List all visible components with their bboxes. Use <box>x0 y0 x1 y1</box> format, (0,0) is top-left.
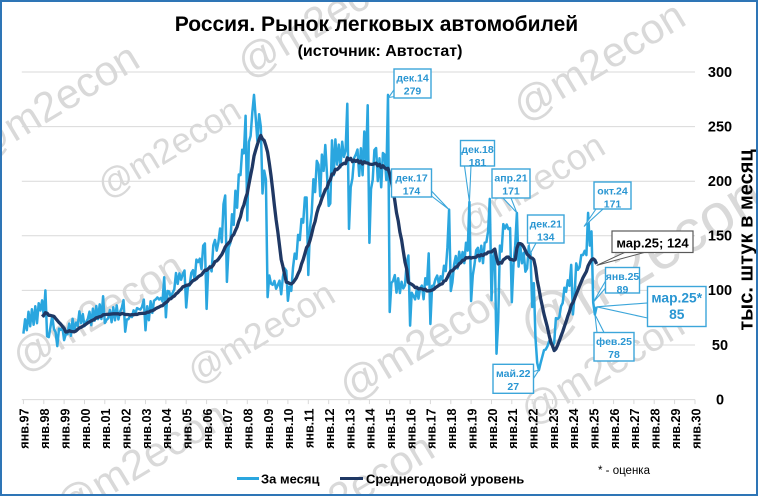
svg-text:дек.14: дек.14 <box>396 73 429 85</box>
svg-text:янв.10: янв.10 <box>282 409 296 449</box>
svg-text:174: 174 <box>403 186 421 198</box>
svg-text:янв.28: янв.28 <box>648 409 662 449</box>
svg-text:За месяц: За месяц <box>261 472 319 487</box>
svg-text:апр.21: апр.21 <box>494 173 527 185</box>
svg-text:дек.18: дек.18 <box>461 144 494 156</box>
svg-text:300: 300 <box>708 65 732 81</box>
svg-text:Россия. Рынок легковых автомоб: Россия. Рынок легковых автомобилей <box>175 13 578 36</box>
svg-text:150: 150 <box>708 229 732 245</box>
svg-text:янв.14: янв.14 <box>364 409 378 449</box>
svg-text:200: 200 <box>708 174 732 190</box>
svg-text:мар.25; 124: мар.25; 124 <box>616 235 689 250</box>
svg-text:янв.03: янв.03 <box>140 409 154 449</box>
svg-text:янв.11: янв.11 <box>303 409 317 449</box>
svg-text:янв.25: янв.25 <box>606 271 640 283</box>
svg-text:янв.27: янв.27 <box>628 409 642 449</box>
svg-text:181: 181 <box>469 157 487 169</box>
svg-text:дек.17: дек.17 <box>395 173 428 185</box>
svg-text:янв.08: янв.08 <box>242 409 256 449</box>
svg-text:янв.30: янв.30 <box>689 409 703 449</box>
svg-text:78: 78 <box>608 349 620 361</box>
svg-text:Среднегодовой уровень: Среднегодовой уровень <box>366 472 524 487</box>
svg-text:янв.04: янв.04 <box>160 409 174 449</box>
svg-text:янв.02: янв.02 <box>119 409 133 449</box>
svg-text:тыс. штук в месяц: тыс. штук в месяц <box>736 149 758 331</box>
svg-text:мар.25*: мар.25* <box>651 291 702 306</box>
svg-text:(источник: Автостат): (источник: Автостат) <box>298 43 463 60</box>
svg-text:янв.17: янв.17 <box>425 409 439 449</box>
svg-text:дек.21: дек.21 <box>530 219 563 231</box>
svg-text:50: 50 <box>712 338 728 354</box>
svg-text:янв.26: янв.26 <box>608 409 622 449</box>
svg-text:янв.29: янв.29 <box>669 409 683 449</box>
svg-text:янв.06: янв.06 <box>201 409 215 449</box>
svg-text:янв.20: янв.20 <box>486 409 500 449</box>
svg-text:250: 250 <box>708 119 732 135</box>
svg-text:янв.97: янв.97 <box>18 409 32 449</box>
svg-text:171: 171 <box>604 199 622 211</box>
svg-text:янв.98: янв.98 <box>38 409 52 449</box>
svg-text:0: 0 <box>716 392 724 408</box>
svg-text:янв.13: янв.13 <box>343 409 357 449</box>
svg-text:* - оценка: * - оценка <box>598 465 651 477</box>
svg-text:134: 134 <box>537 232 555 244</box>
svg-text:фев.25: фев.25 <box>596 336 632 348</box>
svg-text:янв.22: янв.22 <box>526 409 540 449</box>
svg-text:янв.09: янв.09 <box>262 409 276 449</box>
svg-text:янв.12: янв.12 <box>323 409 337 449</box>
svg-text:171: 171 <box>502 186 520 198</box>
svg-text:85: 85 <box>669 307 685 322</box>
svg-text:янв.07: янв.07 <box>221 409 235 449</box>
svg-text:май.22: май.22 <box>496 368 531 380</box>
svg-text:89: 89 <box>617 284 629 296</box>
svg-text:27: 27 <box>507 381 519 393</box>
svg-text:янв.00: янв.00 <box>79 409 93 449</box>
svg-text:100: 100 <box>708 283 732 299</box>
svg-text:янв.01: янв.01 <box>99 409 113 449</box>
svg-text:янв.19: янв.19 <box>465 409 479 449</box>
svg-text:янв.05: янв.05 <box>180 409 194 449</box>
svg-text:янв.21: янв.21 <box>506 409 520 449</box>
svg-text:янв.23: янв.23 <box>547 409 561 449</box>
svg-text:янв.15: янв.15 <box>384 409 398 449</box>
svg-text:янв.99: янв.99 <box>58 409 72 449</box>
svg-text:янв.16: янв.16 <box>404 409 418 449</box>
svg-text:279: 279 <box>404 86 422 98</box>
svg-text:янв.25: янв.25 <box>587 409 601 449</box>
svg-text:окт.24: окт.24 <box>597 186 628 198</box>
svg-text:янв.24: янв.24 <box>567 409 581 449</box>
svg-text:янв.18: янв.18 <box>445 409 459 449</box>
